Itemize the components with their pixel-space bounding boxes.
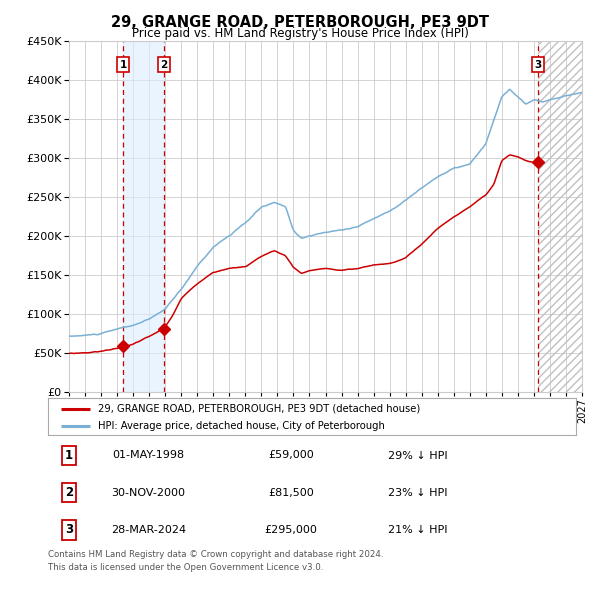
Text: 2: 2: [160, 60, 167, 70]
Text: £295,000: £295,000: [265, 525, 317, 535]
Text: £81,500: £81,500: [268, 488, 314, 497]
Text: 01-MAY-1998: 01-MAY-1998: [112, 451, 184, 460]
Text: Price paid vs. HM Land Registry's House Price Index (HPI): Price paid vs. HM Land Registry's House …: [131, 27, 469, 40]
Text: 21% ↓ HPI: 21% ↓ HPI: [388, 525, 448, 535]
Text: 28-MAR-2024: 28-MAR-2024: [111, 525, 186, 535]
Text: 1: 1: [119, 60, 127, 70]
Text: 30-NOV-2000: 30-NOV-2000: [112, 488, 185, 497]
Text: 1: 1: [65, 449, 73, 462]
Text: Contains HM Land Registry data © Crown copyright and database right 2024.: Contains HM Land Registry data © Crown c…: [48, 550, 383, 559]
Text: This data is licensed under the Open Government Licence v3.0.: This data is licensed under the Open Gov…: [48, 563, 323, 572]
Bar: [123, 41, 164, 392]
Text: 2: 2: [65, 486, 73, 499]
Text: 29, GRANGE ROAD, PETERBOROUGH, PE3 9DT: 29, GRANGE ROAD, PETERBOROUGH, PE3 9DT: [111, 15, 489, 30]
Text: 3: 3: [534, 60, 541, 70]
Text: 23% ↓ HPI: 23% ↓ HPI: [388, 488, 448, 497]
Text: 29% ↓ HPI: 29% ↓ HPI: [388, 451, 448, 460]
Text: £59,000: £59,000: [268, 451, 314, 460]
Text: 29, GRANGE ROAD, PETERBOROUGH, PE3 9DT (detached house): 29, GRANGE ROAD, PETERBOROUGH, PE3 9DT (…: [98, 404, 421, 414]
Text: HPI: Average price, detached house, City of Peterborough: HPI: Average price, detached house, City…: [98, 421, 385, 431]
Text: 3: 3: [65, 523, 73, 536]
